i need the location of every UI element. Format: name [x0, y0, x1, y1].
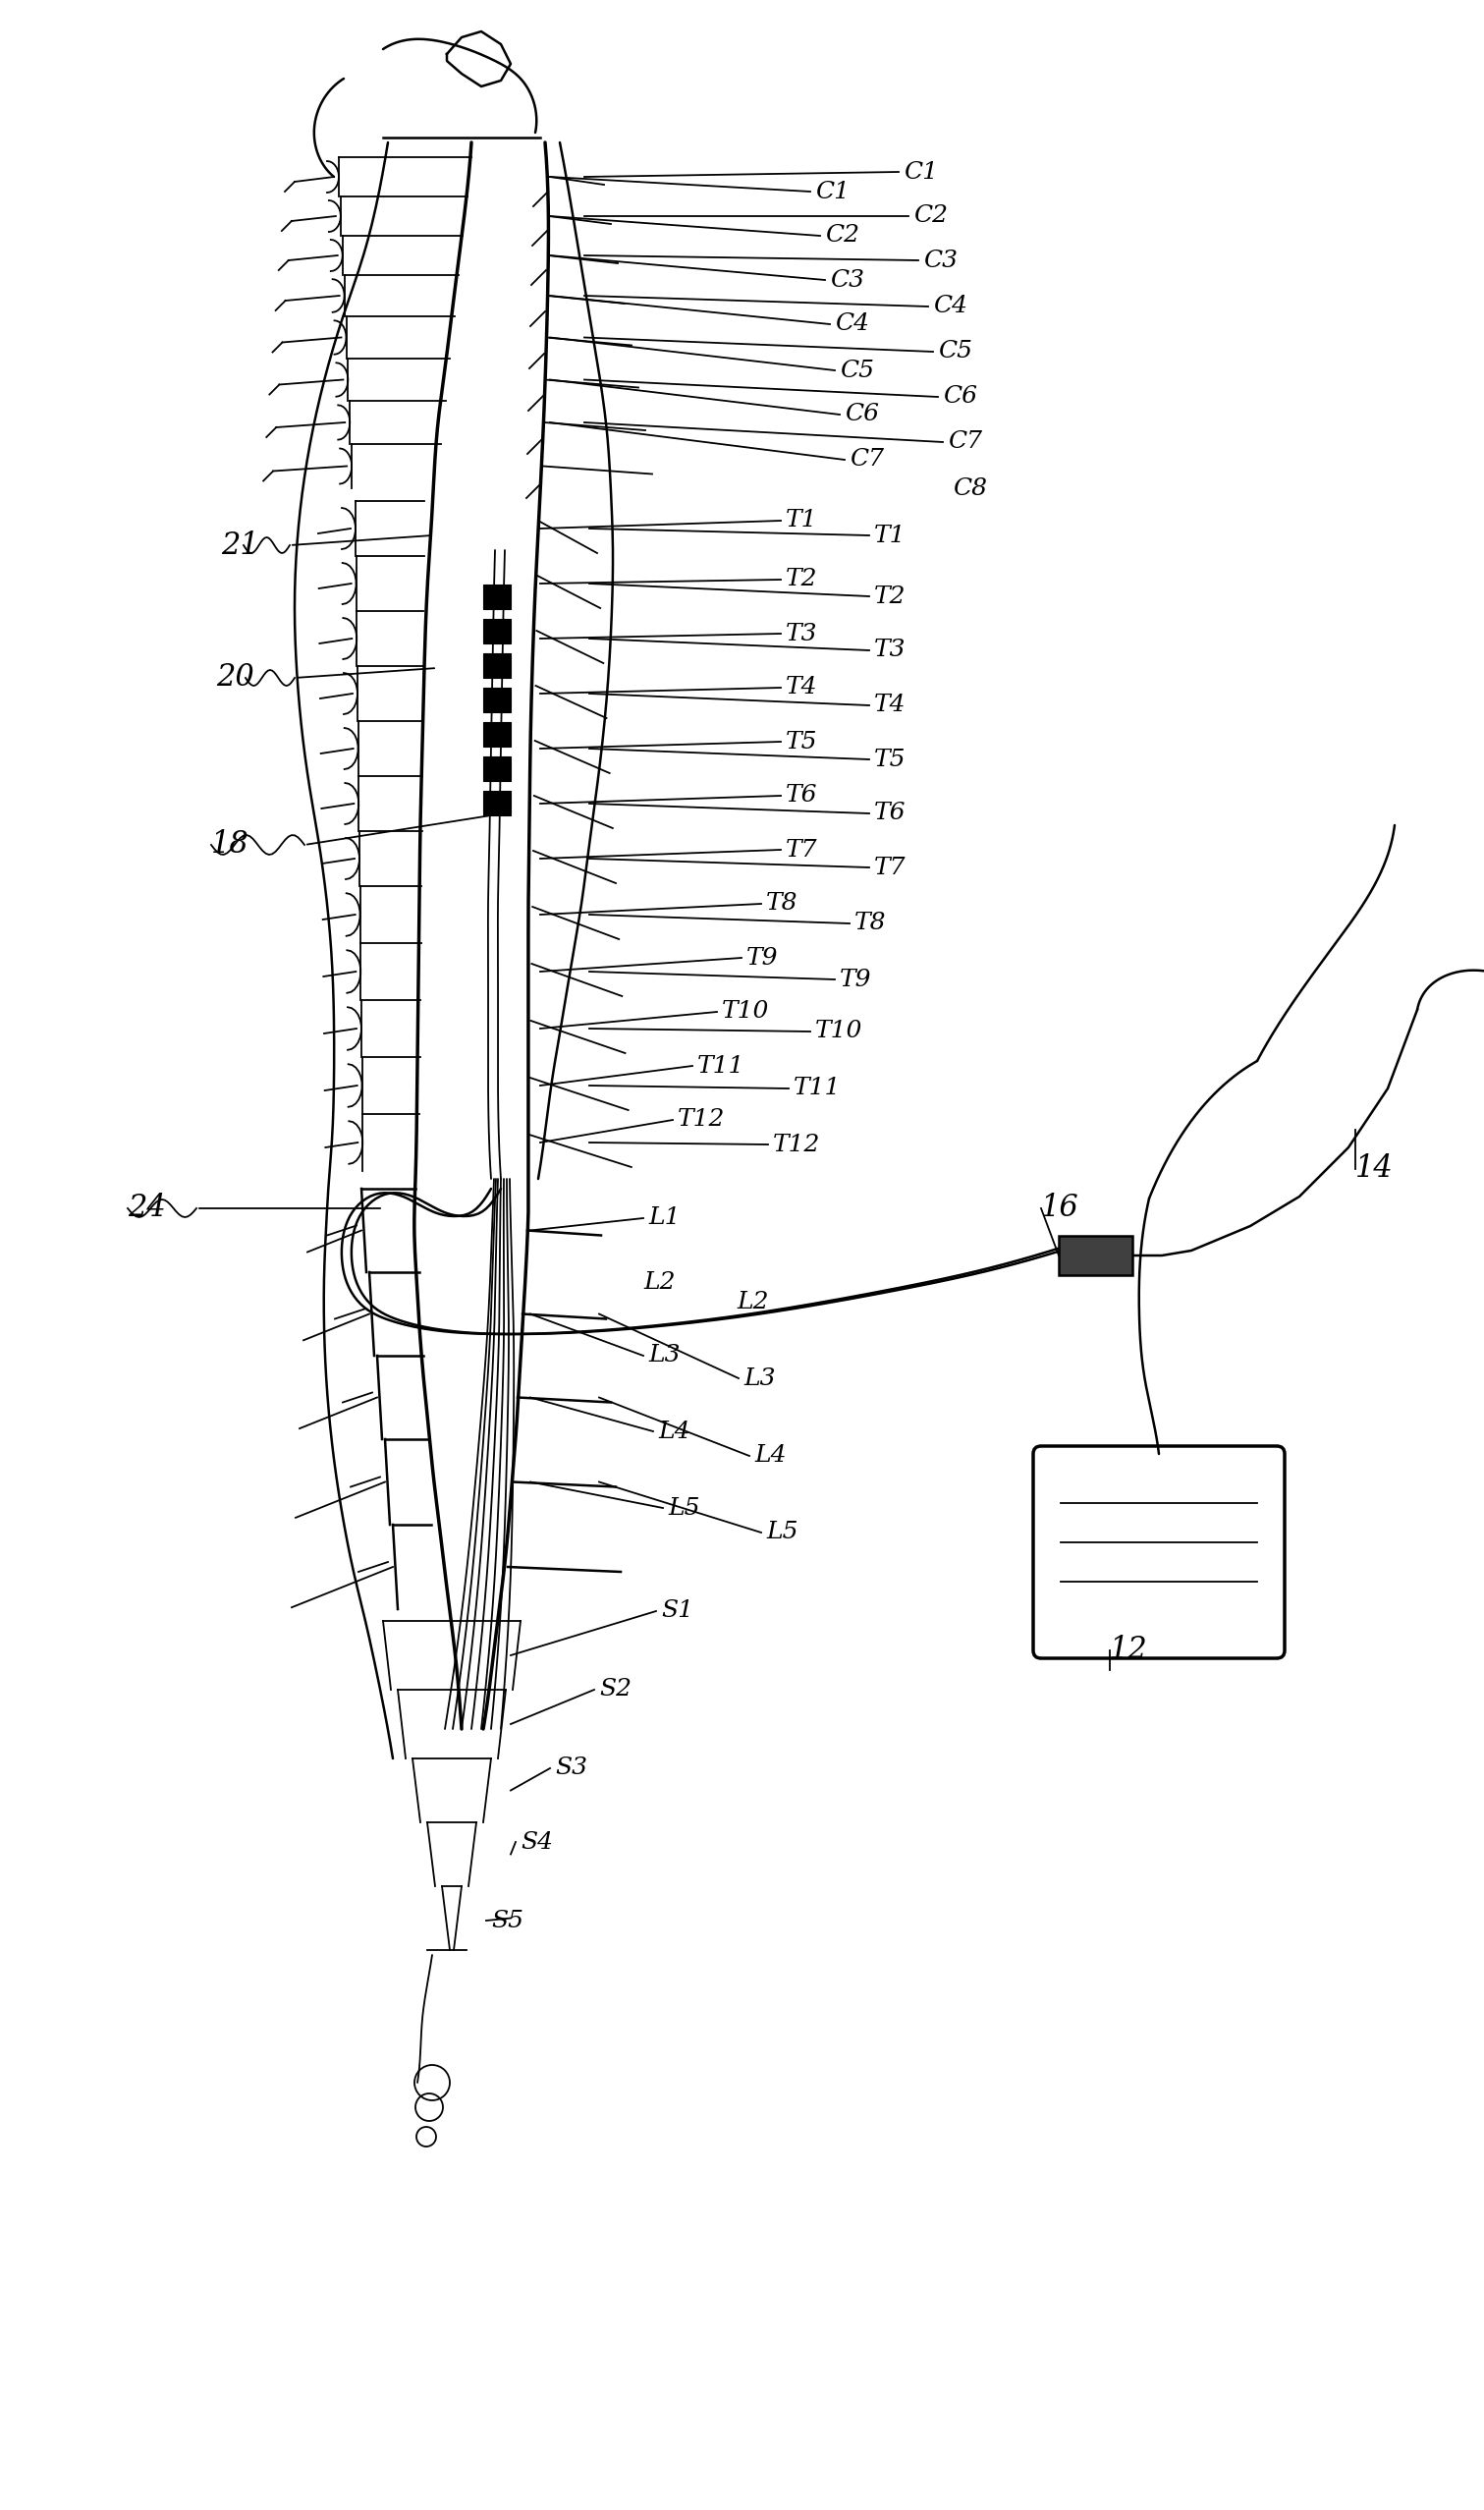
Text: T1: T1	[785, 510, 818, 532]
Text: C3: C3	[923, 248, 957, 271]
Text: T4: T4	[785, 675, 818, 698]
Text: T9: T9	[840, 969, 871, 991]
Text: C7: C7	[948, 432, 982, 454]
Text: L2: L2	[736, 1290, 769, 1313]
Text: 16: 16	[1042, 1192, 1079, 1222]
Text: L3: L3	[649, 1345, 680, 1368]
Text: T5: T5	[874, 748, 907, 771]
Text: C6: C6	[844, 404, 879, 427]
Text: T10: T10	[721, 1001, 769, 1024]
Bar	[484, 688, 510, 713]
Text: C2: C2	[913, 206, 948, 228]
Text: T12: T12	[773, 1132, 821, 1155]
Text: 24: 24	[128, 1192, 166, 1222]
Text: T11: T11	[794, 1077, 841, 1099]
Text: C5: C5	[938, 341, 972, 364]
Text: T2: T2	[874, 585, 907, 607]
Text: T12: T12	[678, 1109, 726, 1132]
Text: T2: T2	[785, 567, 818, 590]
Text: L3: L3	[743, 1368, 776, 1391]
Text: L1: L1	[649, 1207, 680, 1230]
Text: L5: L5	[668, 1496, 700, 1519]
Bar	[484, 723, 510, 745]
Text: C8: C8	[953, 477, 987, 499]
Text: T8: T8	[855, 911, 886, 934]
Text: T6: T6	[785, 786, 818, 808]
Bar	[484, 585, 510, 610]
Bar	[484, 653, 510, 678]
Text: T3: T3	[874, 640, 907, 663]
Text: L2: L2	[643, 1270, 675, 1293]
Text: S1: S1	[660, 1599, 693, 1621]
Text: T1: T1	[874, 525, 907, 547]
Text: S2: S2	[600, 1679, 632, 1702]
Text: S5: S5	[491, 1910, 524, 1933]
Text: L5: L5	[766, 1521, 798, 1544]
Bar	[484, 620, 510, 643]
Text: T5: T5	[785, 730, 818, 753]
Polygon shape	[447, 33, 510, 85]
Text: C4: C4	[835, 314, 870, 336]
Text: T9: T9	[746, 946, 778, 969]
Text: S4: S4	[521, 1830, 554, 1852]
Text: T7: T7	[874, 856, 907, 878]
Text: T10: T10	[815, 1019, 862, 1042]
Text: C7: C7	[849, 449, 884, 472]
Text: 18: 18	[211, 831, 249, 861]
Text: T11: T11	[697, 1054, 745, 1077]
Text: L4: L4	[754, 1446, 787, 1468]
Text: T3: T3	[785, 622, 818, 645]
Bar	[484, 791, 510, 816]
Bar	[1058, 1235, 1132, 1275]
Text: 21: 21	[221, 530, 260, 560]
Text: T7: T7	[785, 838, 818, 861]
Text: C1: C1	[904, 161, 938, 183]
Text: 20: 20	[217, 663, 254, 693]
Text: C2: C2	[825, 223, 859, 246]
Text: C3: C3	[830, 269, 864, 291]
Text: C5: C5	[840, 359, 874, 382]
Text: L4: L4	[657, 1421, 690, 1443]
Text: 12: 12	[1110, 1634, 1147, 1667]
Text: 14: 14	[1355, 1155, 1393, 1185]
Text: S3: S3	[555, 1757, 588, 1780]
FancyBboxPatch shape	[1033, 1446, 1285, 1659]
Text: T8: T8	[766, 894, 798, 916]
Text: C6: C6	[942, 387, 978, 409]
Text: C1: C1	[815, 181, 849, 203]
Text: C4: C4	[933, 296, 968, 319]
Text: T6: T6	[874, 803, 907, 826]
Bar	[484, 756, 510, 781]
Text: T4: T4	[874, 695, 907, 718]
